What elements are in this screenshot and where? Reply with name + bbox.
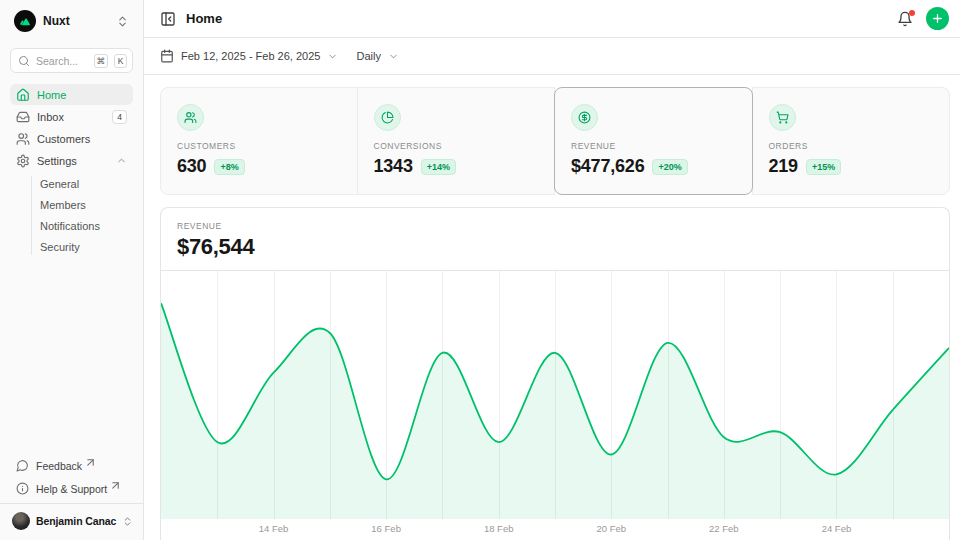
chevrons-up-down-icon (116, 15, 129, 28)
stat-delta-badge: +15% (806, 159, 841, 175)
chart-header: REVENUE $76,544 (161, 208, 949, 271)
sidebar-subnav: GeneralMembersNotificationsSecurity (10, 174, 133, 257)
cart-icon (776, 111, 789, 124)
stat-value: 1343 (374, 156, 413, 177)
stat-value: $477,626 (571, 156, 644, 177)
stat-value: 219 (769, 156, 798, 177)
sidebar-item-label: Home (37, 89, 127, 101)
count-badge: 4 (112, 110, 127, 124)
stat-value: 630 (177, 156, 206, 177)
sidebar-item-general[interactable]: General (36, 174, 133, 194)
info-icon (16, 482, 29, 495)
chart-title: REVENUE (177, 221, 933, 231)
stat-label: ORDERS (769, 141, 934, 151)
home-icon (16, 88, 30, 102)
app: Nuxt Search... ⌘ K Home Inbox 4 Customers Se… (0, 0, 960, 540)
stat-icon-circle (374, 104, 401, 131)
x-axis-label: 16 Feb (371, 523, 401, 534)
x-axis-label: 24 Feb (822, 523, 852, 534)
sidebar-collapse-button[interactable] (160, 11, 176, 27)
sidebar-item-security[interactable]: Security (36, 237, 133, 257)
stat-delta-badge: +14% (421, 159, 456, 175)
avatar (12, 512, 30, 530)
user-menu[interactable]: Benjamin Canac (0, 503, 143, 536)
search-placeholder: Search... (36, 55, 88, 67)
topbar: Home (144, 0, 960, 38)
content: CUSTOMERS 630 +8% CONVERSIONS 1343 +14% REVENU… (144, 75, 960, 540)
sidebar-item-feedback[interactable]: Feedback (10, 455, 133, 476)
sidebar-item-inbox[interactable]: Inbox 4 (10, 106, 133, 127)
stat-delta-badge: +20% (652, 159, 687, 175)
notification-dot (909, 10, 915, 16)
search-input[interactable]: Search... ⌘ K (10, 48, 133, 73)
users-icon (16, 132, 30, 146)
dollar-icon (578, 111, 591, 124)
chevron-up-icon (116, 155, 127, 166)
chevron-down-icon (388, 51, 399, 62)
x-axis-label: 14 Feb (259, 523, 289, 534)
sidebar-item-label: Customers (37, 133, 127, 145)
chart-current-value: $76,544 (177, 234, 933, 260)
panel-left-close-icon (160, 11, 176, 27)
external-link-icon (84, 456, 97, 469)
chevrons-up-down-icon (122, 516, 133, 527)
calendar-icon (160, 49, 174, 63)
kbd-k: K (114, 54, 127, 68)
search-icon (18, 55, 30, 67)
x-axis-label: 18 Feb (484, 523, 514, 534)
workspace-name: Nuxt (43, 14, 109, 28)
revenue-chart[interactable]: 14 Feb 16 Feb 18 Feb 20 Feb 22 Feb 24 Feb (161, 271, 949, 540)
users-icon (184, 111, 197, 124)
stat-delta-badge: +8% (214, 159, 244, 175)
stat-icon-circle (571, 104, 598, 131)
external-link-icon (109, 479, 122, 492)
stats-row: CUSTOMERS 630 +8% CONVERSIONS 1343 +14% REVENU… (160, 87, 950, 195)
stat-icon-circle (177, 104, 204, 131)
sidebar-item-help-support[interactable]: Help & Support (10, 478, 133, 499)
sidebar-footer-nav: Feedback Help & Support (10, 455, 133, 499)
sidebar-item-members[interactable]: Members (36, 195, 133, 215)
page-title: Home (186, 11, 222, 26)
sidebar-item-home[interactable]: Home (10, 84, 133, 105)
toolbar: Feb 12, 2025 - Feb 26, 2025 Daily (144, 38, 960, 75)
stat-card-revenue[interactable]: REVENUE $477,626 +20% (554, 87, 753, 195)
main-panel: Home Feb 12, 2025 - Feb 26, 2025 Daily (144, 0, 960, 540)
date-range-label: Feb 12, 2025 - Feb 26, 2025 (181, 50, 320, 62)
sidebar: Nuxt Search... ⌘ K Home Inbox 4 Customers Se… (0, 0, 144, 540)
kbd-cmd: ⌘ (94, 54, 109, 68)
sidebar-item-settings[interactable]: Settings (10, 150, 133, 171)
revenue-area-chart (161, 271, 949, 519)
workspace-switcher[interactable]: Nuxt (10, 8, 133, 34)
sidebar-item-label: Settings (37, 155, 109, 167)
add-button[interactable] (926, 7, 949, 30)
message-icon (16, 459, 29, 472)
sidebar-nav: Home Inbox 4 Customers Settings GeneralMember… (10, 84, 133, 259)
pie-icon (381, 111, 394, 124)
nuxt-logo-icon (14, 10, 36, 32)
period-select[interactable]: Daily (356, 50, 398, 62)
stat-icon-circle (769, 104, 796, 131)
sidebar-item-label: Inbox (37, 111, 105, 123)
stat-label: CUSTOMERS (177, 141, 341, 151)
notifications-button[interactable] (897, 11, 913, 27)
period-label: Daily (356, 50, 380, 62)
revenue-chart-card: REVENUE $76,544 14 Feb 16 Feb 18 Feb 20 Feb… (160, 207, 950, 540)
stat-card-conversions[interactable]: CONVERSIONS 1343 +14% (357, 87, 556, 195)
sidebar-item-notifications[interactable]: Notifications (36, 216, 133, 236)
stat-card-orders[interactable]: ORDERS 219 +15% (752, 87, 951, 195)
sidebar-item-label: Help & Support (36, 483, 107, 495)
inbox-icon (16, 110, 30, 124)
settings-icon (16, 154, 30, 168)
stat-label: CONVERSIONS (374, 141, 539, 151)
sidebar-item-customers[interactable]: Customers (10, 128, 133, 149)
chevron-down-icon (327, 51, 338, 62)
sidebar-item-label: Feedback (36, 460, 82, 472)
plus-icon (931, 12, 944, 25)
date-range-picker[interactable]: Feb 12, 2025 - Feb 26, 2025 (160, 49, 338, 63)
user-name: Benjamin Canac (36, 515, 116, 527)
x-axis-label: 22 Feb (709, 523, 739, 534)
stat-label: REVENUE (571, 141, 736, 151)
stat-card-customers[interactable]: CUSTOMERS 630 +8% (160, 87, 358, 195)
x-axis-label: 20 Feb (596, 523, 626, 534)
